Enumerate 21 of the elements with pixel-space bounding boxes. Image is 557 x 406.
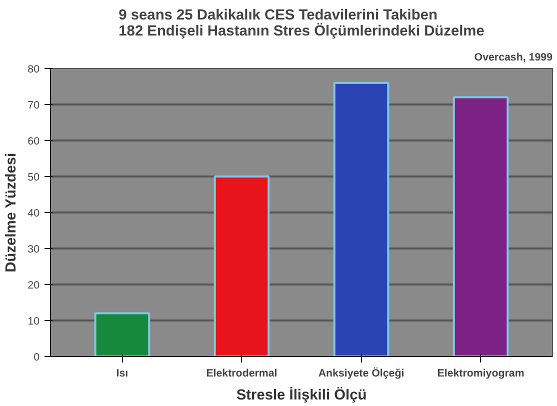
x-tick-label: Anksiyete Ölçeği <box>318 366 404 380</box>
chart-title: 9 seans 25 Dakikalık CES Tedavilerini Takiben 182 Endişeli Hastanın Stres Ölçümlerindeki Düzelme <box>118 8 484 40</box>
bar <box>452 96 509 356</box>
y-tick-label: 40 <box>28 208 40 220</box>
x-tick-label: Elektromiyogram <box>437 368 524 380</box>
x-tick-label: Isı <box>116 368 128 380</box>
y-axis-title: Düzelme Yüzdesi <box>4 152 20 272</box>
x-tick-label: Elektrodermal <box>206 368 278 380</box>
x-axis-title: Stresle İlişkili Ölçü <box>236 386 367 404</box>
y-tick-label: 80 <box>28 64 40 76</box>
text: Overcash, 1999 <box>474 52 553 64</box>
y-tick-label: 50 <box>28 172 40 184</box>
y-tick-label: 0 <box>34 352 40 364</box>
bar <box>333 82 390 356</box>
y-tick-label: 60 <box>28 136 40 148</box>
bar <box>94 312 150 356</box>
bar <box>214 176 270 356</box>
y-tick-label: 10 <box>28 316 40 328</box>
y-tick-label: 30 <box>28 244 40 256</box>
y-tick-label: 20 <box>28 280 40 292</box>
y-tick-label: 70 <box>28 100 40 112</box>
